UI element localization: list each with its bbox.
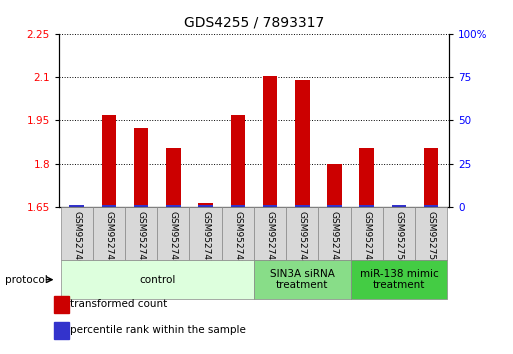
Bar xyxy=(424,205,439,207)
Text: protocol: protocol xyxy=(5,275,48,285)
Bar xyxy=(254,207,286,260)
Bar xyxy=(392,205,406,207)
Bar xyxy=(93,207,125,260)
Bar xyxy=(69,205,84,207)
Bar xyxy=(54,296,69,313)
Bar xyxy=(125,207,157,260)
Bar xyxy=(157,207,189,260)
Text: SIN3A siRNA
treatment: SIN3A siRNA treatment xyxy=(270,269,334,291)
Text: GSM952745: GSM952745 xyxy=(330,211,339,266)
Bar xyxy=(166,148,181,207)
Bar xyxy=(61,207,93,260)
Text: GSM952750: GSM952750 xyxy=(394,211,403,266)
Bar xyxy=(61,260,254,299)
Bar xyxy=(54,322,69,339)
Bar xyxy=(295,80,309,207)
Bar xyxy=(360,205,374,207)
Bar xyxy=(263,75,278,207)
Text: GSM952743: GSM952743 xyxy=(266,211,274,266)
Bar xyxy=(102,205,116,207)
Bar xyxy=(166,205,181,207)
Text: percentile rank within the sample: percentile rank within the sample xyxy=(70,325,246,336)
Bar xyxy=(392,206,406,207)
Bar xyxy=(360,148,374,207)
Title: GDS4255 / 7893317: GDS4255 / 7893317 xyxy=(184,16,324,30)
Bar xyxy=(327,205,342,207)
Bar xyxy=(383,207,415,260)
Bar xyxy=(189,207,222,260)
Bar xyxy=(134,127,148,207)
Bar xyxy=(350,260,447,299)
Text: GSM952744: GSM952744 xyxy=(298,211,307,266)
Bar xyxy=(254,260,350,299)
Bar xyxy=(286,207,319,260)
Bar xyxy=(199,205,213,207)
Bar xyxy=(230,115,245,207)
Bar xyxy=(230,205,245,207)
Bar xyxy=(350,207,383,260)
Text: control: control xyxy=(139,275,175,285)
Bar xyxy=(69,206,84,207)
Text: GSM952740: GSM952740 xyxy=(72,211,81,266)
Text: GSM952741: GSM952741 xyxy=(105,211,113,266)
Bar xyxy=(263,205,278,207)
Bar xyxy=(199,203,213,207)
Text: GSM952746: GSM952746 xyxy=(169,211,178,266)
Bar xyxy=(319,207,350,260)
Bar xyxy=(327,164,342,207)
Bar xyxy=(222,207,254,260)
Bar xyxy=(134,205,148,207)
Text: miR-138 mimic
treatment: miR-138 mimic treatment xyxy=(360,269,438,291)
Bar xyxy=(415,207,447,260)
Text: GSM952749: GSM952749 xyxy=(362,211,371,266)
Text: GSM952748: GSM952748 xyxy=(233,211,242,266)
Text: GSM952747: GSM952747 xyxy=(201,211,210,266)
Text: GSM952742: GSM952742 xyxy=(136,211,146,266)
Bar xyxy=(295,205,309,207)
Bar xyxy=(102,115,116,207)
Text: transformed count: transformed count xyxy=(70,299,168,309)
Bar xyxy=(424,148,439,207)
Text: GSM952751: GSM952751 xyxy=(427,211,436,266)
